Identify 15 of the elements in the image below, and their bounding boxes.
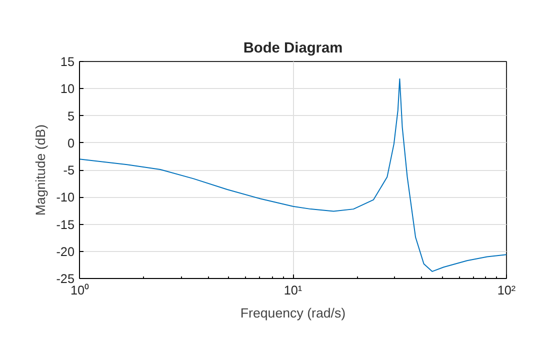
y-tick-label: -5: [63, 164, 75, 178]
x-tick-label: 10¹: [284, 284, 302, 298]
y-axis-title: Magnitude (dB): [33, 124, 48, 216]
y-tick-label: 5: [67, 109, 75, 124]
y-tick-label: -10: [56, 190, 75, 205]
x-axis-title: Frequency (rad/s): [240, 306, 346, 320]
x-tick-label: 10⁰: [70, 284, 90, 298]
x-tick-label: 10²: [497, 284, 516, 298]
y-tick-label: 15: [60, 55, 74, 69]
y-tick-label: -15: [56, 218, 75, 232]
y-tick-label: 0: [67, 136, 75, 150]
chart-title: Bode Diagram: [243, 40, 343, 56]
y-tick-label: -25: [56, 272, 75, 286]
y-tick-label: 10: [60, 82, 74, 96]
y-tick-label: -20: [56, 244, 75, 259]
